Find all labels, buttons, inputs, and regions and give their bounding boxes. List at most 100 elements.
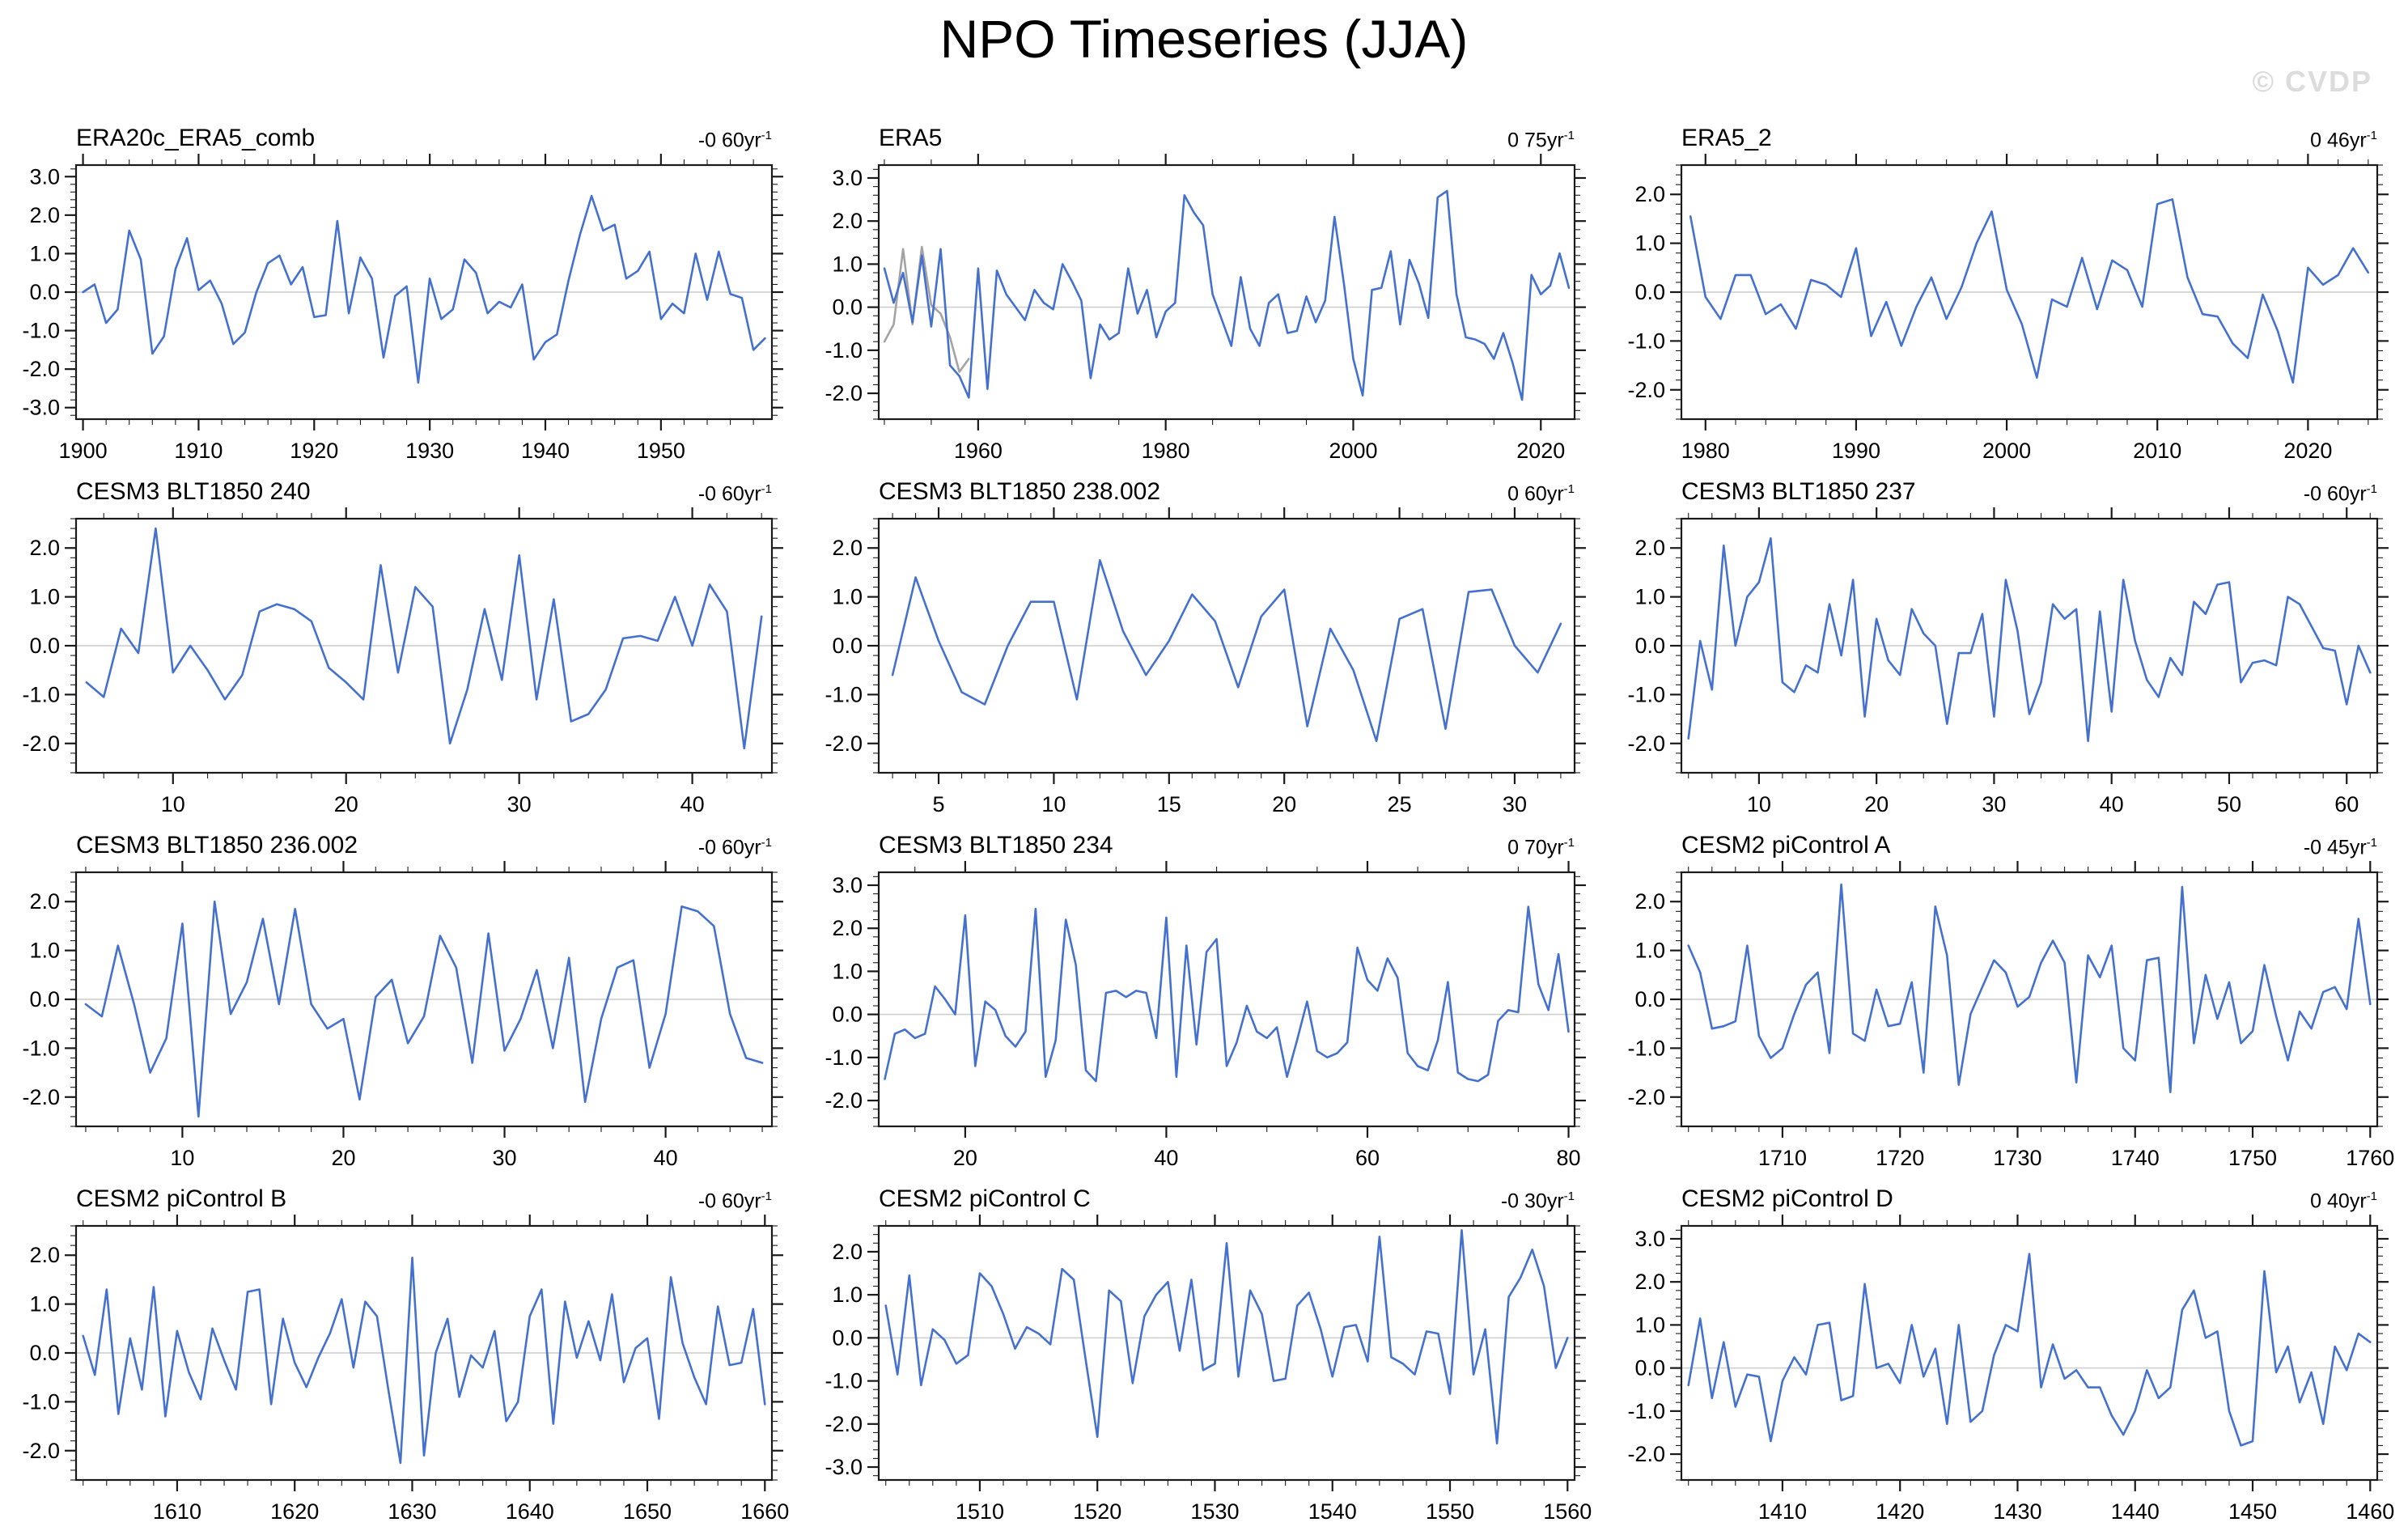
x-tick-label: 1510 — [956, 1499, 1004, 1524]
panel-title: CESM2 piControl A — [1681, 832, 1891, 859]
y-tick-label: -1.0 — [825, 1369, 863, 1393]
panel-title: CESM3 BLT1850 238.002 — [879, 478, 1161, 505]
x-tick-label: 1980 — [1142, 439, 1190, 463]
trend-annotation: -0 60yr-1 — [2303, 481, 2377, 505]
y-tick-label: 0.0 — [832, 1325, 863, 1350]
y-tick-label: -1.0 — [22, 1036, 60, 1060]
x-tick-label: 1620 — [270, 1499, 319, 1524]
y-tick-label: -1.0 — [22, 682, 60, 706]
x-tick-label: 30 — [1503, 792, 1527, 816]
x-tick-label: 20 — [334, 792, 358, 816]
y-tick-label: -2.0 — [1627, 378, 1665, 402]
x-tick-label: 40 — [654, 1146, 678, 1170]
trend-annotation: -0 60yr-1 — [697, 481, 772, 505]
x-tick-label: 40 — [680, 792, 705, 816]
x-tick-label: 1720 — [1876, 1146, 1924, 1170]
panel-era20c-era5-comb: ERA20c_ERA5_comb -0 60yr-1 1900 1910 1920 1… — [0, 120, 803, 473]
timeseries-plot-cesm3-blt1850-237: 10 20 30 40 50 60 -2.0 -1.0 0.0 1.0 2.0 — [1627, 507, 2389, 816]
panel-era5: ERA5 0 75yr-1 1960 1980 2000 2020 -2.0 -1.0 0.… — [803, 120, 1605, 473]
panel-title: CESM3 BLT1850 240 — [76, 478, 311, 505]
x-tick-label: 1410 — [1758, 1499, 1807, 1524]
y-tick-label: -2.0 — [825, 1412, 863, 1436]
y-tick-label: -2.0 — [22, 1439, 60, 1463]
y-tick-label: 1.0 — [832, 252, 863, 276]
y-tick-label: -2.0 — [22, 1085, 60, 1109]
trend-annotation: 0 40yr-1 — [2310, 1189, 2377, 1212]
y-tick-label: 2.0 — [1634, 536, 1665, 560]
x-tick-label: 1750 — [2228, 1146, 2277, 1170]
panel-cesm2-picontrol-c: CESM2 piControl C -0 30yr-1 1510 1520 1530… — [803, 1181, 1605, 1534]
trend-annotation: 0 60yr-1 — [1507, 481, 1575, 505]
plot-frame — [74, 517, 774, 774]
y-tick-label: 2.0 — [832, 1240, 863, 1264]
panel-cesm2-picontrol-d: CESM2 piControl D 0 40yr-1 1410 1420 1430 1… — [1605, 1181, 2408, 1534]
y-tick-label: -3.0 — [825, 1455, 863, 1479]
timeseries-line-secondary — [883, 245, 970, 373]
timeseries-plot-cesm3-blt1850-238-002: 5 10 15 20 25 30 -2.0 -1.0 0.0 1.0 2.0 — [825, 507, 1586, 816]
x-tick-label: 1610 — [153, 1499, 201, 1524]
y-tick-label: 3.0 — [832, 873, 863, 897]
y-tick-label: 2.0 — [832, 536, 863, 560]
x-tick-label: 1760 — [2346, 1146, 2394, 1170]
y-tick-label: -1.0 — [1627, 1399, 1665, 1423]
timeseries-line — [883, 189, 1571, 401]
timeseries-line — [1687, 883, 2372, 1094]
y-tick-label: 2.0 — [832, 209, 863, 233]
timeseries-plot-era20c-era5-comb: 1900 1910 1920 1930 1940 1950 -3.0 -2.0 -1.0 0.0 1… — [22, 154, 783, 463]
x-tick-label: 1630 — [388, 1499, 436, 1524]
y-tick-label: -2.0 — [1627, 1085, 1665, 1109]
timeseries-plot-cesm3-blt1850-236-002: 10 20 30 40 -2.0 -1.0 0.0 1.0 2.0 — [22, 861, 783, 1170]
timeseries-plot-cesm2-picontrol-c: 1510 1520 1530 1540 1550 1560 -3.0 -2.0 -1.0 0.0 1… — [825, 1215, 1592, 1524]
y-tick-label: 0.0 — [1634, 987, 1665, 1011]
x-tick-label: 1980 — [1681, 439, 1730, 463]
x-tick-label: 1910 — [174, 439, 223, 463]
timeseries-line — [85, 527, 763, 750]
panel-cesm3-blt1850-236-002: CESM3 BLT1850 236.002 -0 60yr-1 10 20 30 40… — [0, 827, 803, 1181]
x-tick-label: 1730 — [1993, 1146, 2041, 1170]
y-tick-label: -2.0 — [825, 1088, 863, 1113]
x-tick-label: 2020 — [2283, 439, 2332, 463]
x-tick-label: 1640 — [506, 1499, 554, 1524]
x-tick-label: 2020 — [1516, 439, 1565, 463]
timeseries-line — [891, 559, 1562, 743]
x-tick-label: 2000 — [1982, 439, 2031, 463]
x-tick-label: 25 — [1388, 792, 1412, 816]
trend-annotation: -0 60yr-1 — [697, 835, 772, 859]
panel-title: ERA20c_ERA5_comb — [76, 125, 316, 151]
y-tick-label: -2.0 — [22, 357, 60, 381]
x-tick-label: 1740 — [2111, 1146, 2160, 1170]
y-tick-label: -1.0 — [1627, 682, 1665, 706]
x-tick-label: 1920 — [290, 439, 338, 463]
y-tick-label: 0.0 — [29, 280, 60, 304]
x-tick-label: 20 — [1864, 792, 1889, 816]
panel-title: CESM2 piControl D — [1681, 1185, 1893, 1212]
y-tick-label: 2.0 — [29, 889, 60, 914]
timeseries-plot-cesm3-blt1850-234: 20 40 60 80 -2.0 -1.0 0.0 1.0 2.0 3.0 — [825, 861, 1586, 1170]
y-tick-label: 0.0 — [1634, 280, 1665, 304]
timeseries-line — [1689, 197, 2370, 384]
y-tick-label: 1.0 — [1634, 939, 1665, 963]
y-tick-label: 0.0 — [832, 1003, 863, 1027]
panel-cesm3-blt1850-238-002: CESM3 BLT1850 238.002 0 60yr-1 5 10 15 20 25… — [803, 473, 1605, 827]
x-tick-label: 60 — [2334, 792, 2359, 816]
y-tick-label: 1.0 — [29, 241, 60, 265]
x-tick-label: 10 — [1041, 792, 1066, 816]
panel-title: CESM2 piControl B — [76, 1185, 287, 1212]
x-tick-label: 10 — [170, 1146, 194, 1170]
x-tick-label: 10 — [1747, 792, 1771, 816]
timeseries-plot-cesm2-picontrol-b: 1610 1620 1630 1640 1650 1660 -2.0 -1.0 0.0 1.0 2.… — [22, 1215, 789, 1524]
x-tick-label: 30 — [493, 1146, 517, 1170]
y-tick-label: 2.0 — [29, 203, 60, 227]
y-tick-label: 0.0 — [29, 1341, 60, 1365]
plot-frame — [877, 163, 1576, 421]
x-tick-label: 1900 — [59, 439, 108, 463]
y-tick-label: 0.0 — [29, 634, 60, 658]
plot-frame — [877, 517, 1576, 774]
y-tick-label: -2.0 — [825, 731, 863, 756]
panel-title: ERA5 — [879, 125, 943, 151]
x-tick-label: 20 — [331, 1146, 355, 1170]
y-tick-label: 1.0 — [1634, 1312, 1665, 1337]
panel-cesm3-blt1850-234: CESM3 BLT1850 234 0 70yr-1 20 40 60 80 -2.0 -… — [803, 827, 1605, 1181]
trend-annotation: 0 70yr-1 — [1507, 835, 1575, 859]
